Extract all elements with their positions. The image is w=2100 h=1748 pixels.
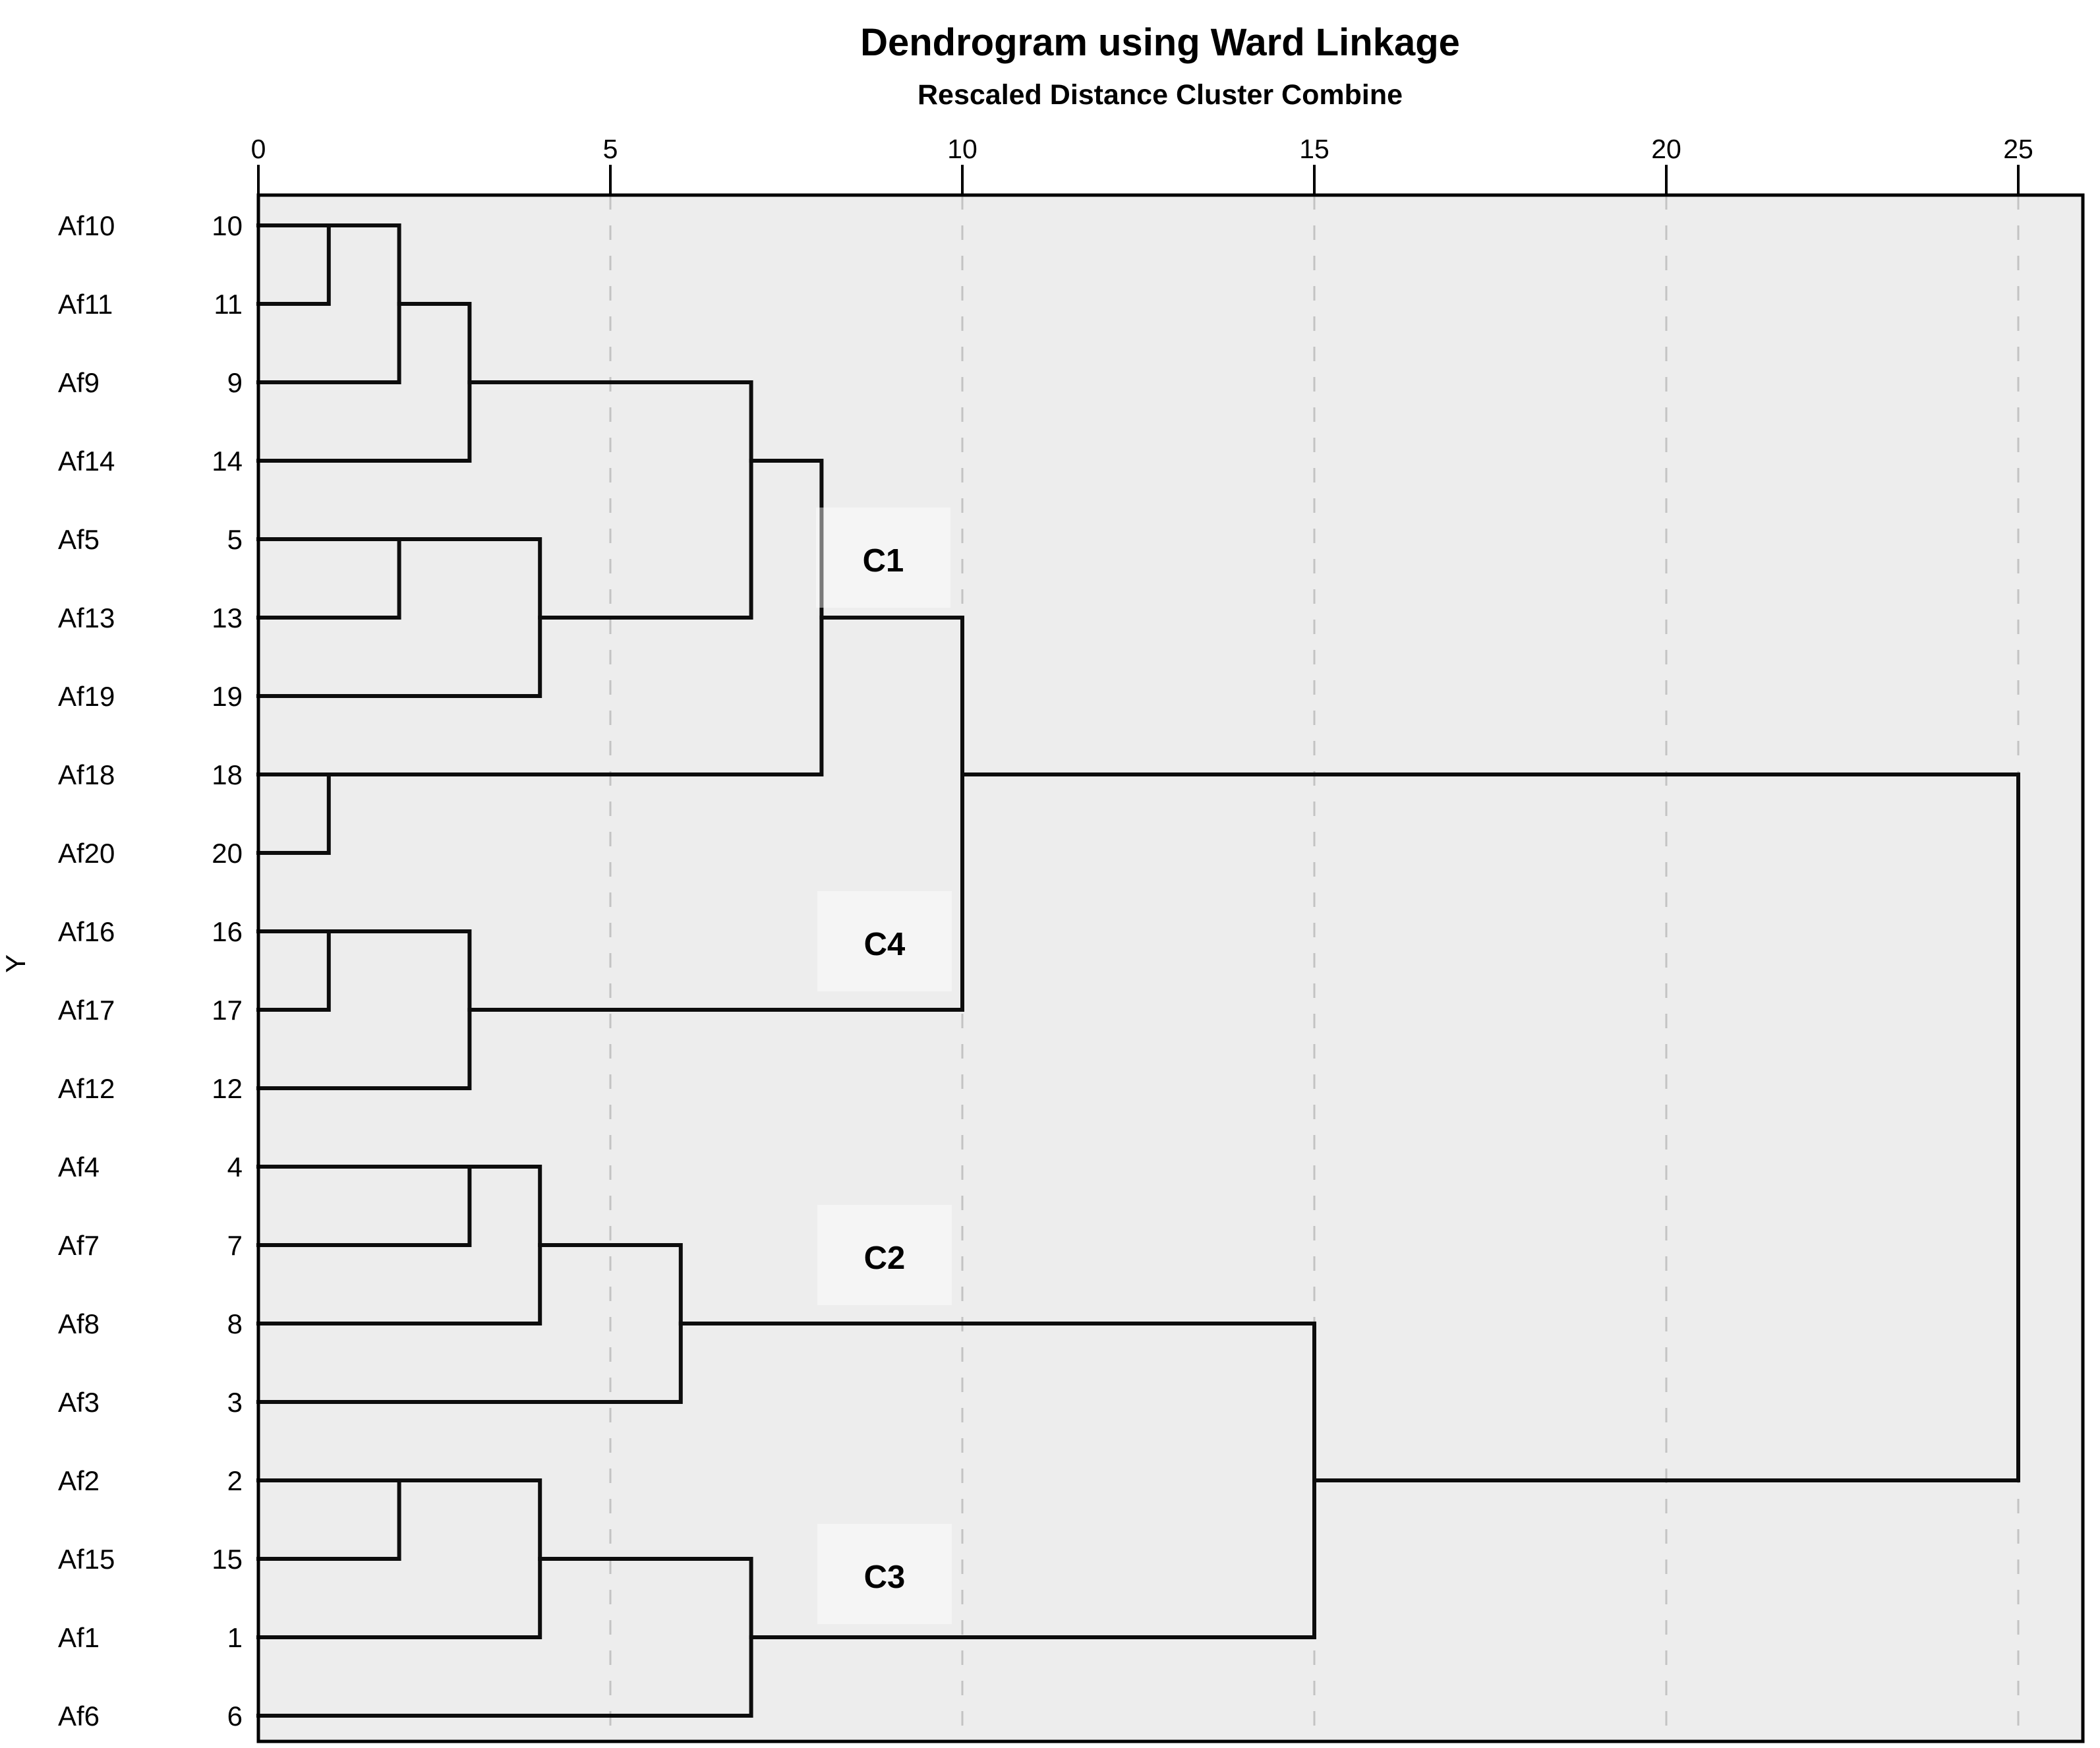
cluster-label: C4 <box>864 927 906 962</box>
y-axis-label: Y <box>0 954 31 973</box>
leaf-label: Af3 <box>58 1387 100 1418</box>
leaf-case-number: 6 <box>227 1701 243 1732</box>
axis-tick-label: 25 <box>2003 134 2033 164</box>
leaf-label: Af11 <box>58 289 113 320</box>
leaf-label: Af9 <box>58 367 100 398</box>
cluster-label: C2 <box>864 1240 906 1276</box>
plot-border <box>256 193 2085 1743</box>
axis-tick-label: 10 <box>947 134 977 164</box>
leaf-label: Af5 <box>58 524 100 555</box>
dendrogram-link <box>256 537 401 620</box>
leaf-case-number: 14 <box>212 446 243 477</box>
leaf-case-number: 2 <box>227 1465 243 1496</box>
leaf-label: Af4 <box>58 1151 100 1182</box>
leaf-label: Af13 <box>58 602 115 633</box>
links-group <box>256 223 2020 1718</box>
dendrogram-link <box>256 772 331 855</box>
leaf-case-number: 20 <box>212 838 243 869</box>
dendrogram-link <box>256 1478 401 1561</box>
leaf-label: Af20 <box>58 838 115 869</box>
leaf-case-number: 19 <box>212 681 243 712</box>
leaf-case-number: 16 <box>212 916 243 947</box>
cluster-label-box <box>817 1205 952 1305</box>
axis-tick-label: 5 <box>603 134 618 164</box>
leaf-label: Af15 <box>58 1544 115 1575</box>
cluster-label-box <box>817 891 952 991</box>
chart-title: Dendrogram using Ward Linkage <box>860 21 1460 64</box>
leaf-label: Af7 <box>58 1230 100 1261</box>
plot-area <box>258 195 2083 1741</box>
leaf-case-number: 1 <box>227 1622 243 1653</box>
leaf-case-number: 18 <box>212 759 243 790</box>
axis-ticks-group <box>257 165 2020 195</box>
leaf-label: Af2 <box>58 1465 100 1496</box>
leaf-case-number: 10 <box>212 210 243 241</box>
axis-tick-label: 0 <box>251 134 266 164</box>
leaf-case-number: 4 <box>227 1151 243 1182</box>
leaf-case-number: 15 <box>212 1544 243 1575</box>
axis-tick-labels-group: 0 5 10 15 20 25 <box>251 134 2033 164</box>
leaf-label: Af18 <box>58 759 115 790</box>
leaf-case-number: 9 <box>227 367 243 398</box>
cluster-label-box <box>816 508 950 608</box>
leaf-label: Af16 <box>58 916 115 947</box>
leaf-label: Af14 <box>58 446 115 477</box>
leaf-label: Af12 <box>58 1073 115 1104</box>
dendrogram-link <box>256 929 331 1012</box>
cluster-label-box <box>817 1524 952 1624</box>
dendrogram-link <box>256 1165 472 1247</box>
leaf-case-number: 7 <box>227 1230 243 1261</box>
leaf-case-number: 13 <box>212 602 243 633</box>
cluster-label: C1 <box>863 543 904 579</box>
leaf-case-number: 11 <box>214 289 243 320</box>
leaf-case-number: 8 <box>227 1308 243 1339</box>
chart-subtitle: Rescaled Distance Cluster Combine <box>918 79 1403 111</box>
leaf-case-number: 5 <box>227 524 243 555</box>
leaf-case-number: 12 <box>212 1073 243 1104</box>
axis-tick-label: 15 <box>1299 134 1329 164</box>
leaf-label: Af1 <box>58 1622 100 1653</box>
cluster-labels-group: C1 C4 C2 C3 <box>816 508 952 1624</box>
dendrogram-link <box>467 380 753 620</box>
leaf-label: Af17 <box>58 995 115 1026</box>
leaf-label: Af19 <box>58 681 115 712</box>
dendrogram-link <box>467 616 964 1012</box>
leaf-case-number: 17 <box>212 995 243 1026</box>
cluster-label: C3 <box>864 1559 906 1595</box>
dendrogram-link <box>256 223 331 306</box>
leaf-case-number: 3 <box>227 1387 243 1418</box>
axis-tick-label: 20 <box>1651 134 1681 164</box>
leaf-label: Af6 <box>58 1701 100 1732</box>
dendrogram-link <box>960 772 2020 1482</box>
leaf-label: Af10 <box>58 210 115 241</box>
leaf-label: Af8 <box>58 1308 100 1339</box>
